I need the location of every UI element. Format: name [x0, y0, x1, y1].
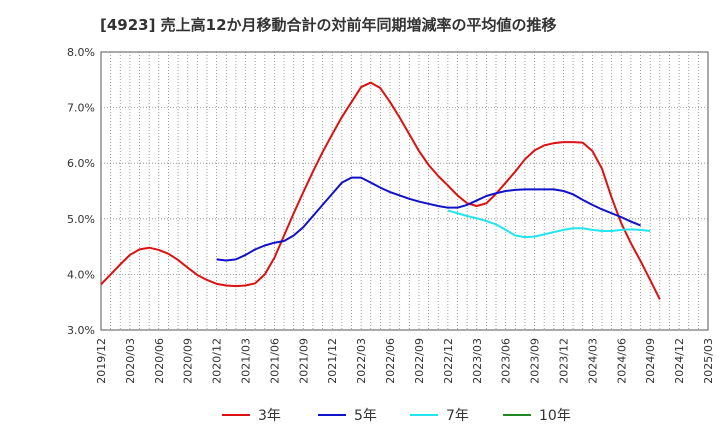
- x-tick-label: 2021/12: [326, 338, 339, 384]
- legend-swatch: [503, 414, 531, 416]
- series-line-3: [447, 209, 651, 239]
- x-tick-label: 2020/06: [153, 338, 166, 384]
- chart-title: [4923] 売上高12か月移動合計の対前年同期増減率の平均値の推移: [100, 16, 557, 34]
- legend-item: 3年: [222, 403, 281, 427]
- x-tick-label: 2023/06: [500, 338, 513, 384]
- x-tick-label: 2024/12: [673, 338, 686, 384]
- x-tick-label: 2022/03: [355, 338, 368, 384]
- x-tick-label: 2023/09: [529, 338, 542, 384]
- x-tick-label: 2022/09: [413, 338, 426, 384]
- x-tick-label: 2023/12: [557, 338, 570, 384]
- x-tick-label: 2023/03: [471, 338, 484, 384]
- x-tick-label: 2021/09: [297, 338, 310, 384]
- legend-label: 10年: [539, 408, 571, 424]
- legend-swatch: [410, 414, 438, 416]
- legend-label: 3年: [258, 408, 281, 424]
- x-tick-label: 2024/06: [615, 338, 628, 384]
- x-tick-label: 2022/06: [384, 338, 397, 384]
- y-tick-label: 5.0%: [67, 213, 95, 226]
- x-tick-label: 2020/09: [182, 338, 195, 384]
- x-tick-label: 2024/09: [644, 338, 657, 384]
- x-tick-label: 2025/03: [702, 338, 715, 384]
- y-tick-label: 3.0%: [67, 324, 95, 337]
- series-line-2: [216, 176, 641, 262]
- legend-label: 7年: [446, 408, 469, 424]
- x-tick-label: 2021/03: [240, 338, 253, 384]
- x-tick-label: 2020/03: [124, 338, 137, 384]
- y-tick-label: 6.0%: [67, 157, 95, 170]
- chart-legend: 3年 5年 7年 10年: [0, 403, 720, 427]
- legend-swatch: [222, 414, 250, 416]
- y-tick-label: 8.0%: [67, 46, 95, 59]
- x-tick-label: 2024/03: [586, 338, 599, 384]
- legend-item: 5年: [318, 403, 377, 427]
- plot-area: [100, 51, 709, 331]
- legend-item: 7年: [410, 403, 469, 427]
- legend-swatch: [318, 414, 346, 416]
- x-tick-label: 2022/12: [442, 338, 455, 384]
- series-line-1: [100, 81, 661, 300]
- legend-item: 10年: [503, 403, 571, 427]
- y-tick-label: 7.0%: [67, 102, 95, 115]
- x-tick-label: 2020/12: [211, 338, 224, 384]
- legend-label: 5年: [354, 408, 377, 424]
- y-tick-label: 4.0%: [67, 268, 95, 281]
- x-tick-label: 2019/12: [95, 338, 108, 384]
- x-tick-label: 2021/06: [268, 338, 281, 384]
